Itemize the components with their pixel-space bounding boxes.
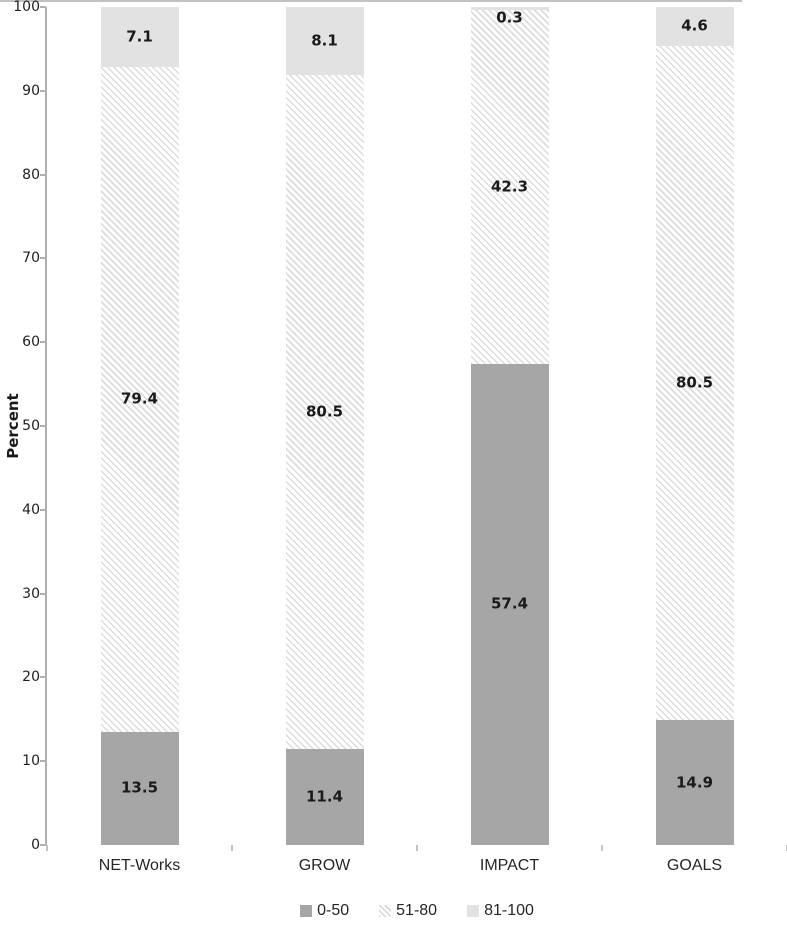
legend-swatch-51-80 xyxy=(379,905,392,917)
data-label: 13.5 xyxy=(120,778,159,797)
legend-swatch-81-100 xyxy=(467,905,480,917)
y-tick-mark xyxy=(40,257,46,260)
y-tick-mark xyxy=(40,844,46,846)
data-label: 80.5 xyxy=(675,373,714,392)
y-tick-mark xyxy=(40,592,46,595)
bar-segment-51-80-GOALS xyxy=(655,45,734,721)
x-tick-mark xyxy=(601,845,603,851)
bar-segment-0-50-GOALS xyxy=(655,720,734,845)
y-tick-label: 20 xyxy=(22,669,40,686)
bar-segment-81-100-GROW xyxy=(285,7,364,75)
y-tick-label: 100 xyxy=(13,0,40,15)
y-tick-label: 60 xyxy=(22,334,40,351)
legend-label: 51-80 xyxy=(396,902,438,919)
data-label: 11.4 xyxy=(305,787,344,806)
bar-segment-0-50-GROW xyxy=(285,749,364,845)
y-tick-mark xyxy=(40,508,46,511)
category-label-GROW: GROW xyxy=(298,857,351,874)
data-label: 79.4 xyxy=(120,389,159,408)
data-label: 0.3 xyxy=(496,8,523,27)
bar-segment-81-100-NET-Works xyxy=(100,7,179,67)
x-tick-mark xyxy=(416,845,418,851)
data-label: 4.6 xyxy=(681,16,708,35)
data-label: 14.9 xyxy=(675,773,714,792)
bar-segment-81-100-GOALS xyxy=(655,7,734,46)
category-label-IMPACT: IMPACT xyxy=(479,857,540,874)
bar-segment-81-100-IMPACT xyxy=(470,7,549,10)
legend-swatch-0-50 xyxy=(300,905,313,917)
y-tick-mark xyxy=(40,89,46,92)
legend: 0-50 51-80 81-100 xyxy=(47,903,787,919)
y-tick-label: 40 xyxy=(22,501,40,518)
y-tick-mark xyxy=(40,6,46,8)
bar-segment-51-80-IMPACT xyxy=(470,9,549,364)
y-tick-label: 80 xyxy=(22,166,40,183)
data-label: 7.1 xyxy=(126,27,153,46)
x-axis-line xyxy=(0,0,742,2)
bar-segment-51-80-NET-Works xyxy=(100,66,179,732)
y-axis-line xyxy=(45,7,47,845)
y-tick-label: 90 xyxy=(22,82,40,99)
data-label: 42.3 xyxy=(490,177,529,196)
y-tick-mark xyxy=(40,173,46,176)
x-tick-mark xyxy=(46,845,48,851)
legend-label: 0-50 xyxy=(317,902,350,919)
data-label: 8.1 xyxy=(311,31,338,50)
data-label: 80.5 xyxy=(305,402,344,421)
x-tick-mark xyxy=(231,845,233,851)
legend-item-81-100: 81-100 xyxy=(467,903,534,919)
category-label-NET-Works: NET-Works xyxy=(98,857,181,874)
bar-segment-0-50-NET-Works xyxy=(100,731,179,845)
y-tick-label: 70 xyxy=(22,250,40,267)
bar-segment-51-80-GROW xyxy=(285,74,364,750)
legend-item-51-80: 51-80 xyxy=(379,903,437,919)
y-tick-mark xyxy=(40,676,46,679)
data-label: 57.4 xyxy=(490,594,529,613)
y-tick-mark xyxy=(40,341,46,344)
y-tick-label: 50 xyxy=(22,418,40,434)
bar-segment-0-50-IMPACT xyxy=(470,364,549,845)
legend-item-0-50: 0-50 xyxy=(300,903,349,919)
legend-label: 81-100 xyxy=(484,902,534,919)
y-tick-label: 0 xyxy=(31,837,40,853)
category-label-GOALS: GOALS xyxy=(666,857,723,874)
y-tick-mark xyxy=(40,760,46,763)
y-tick-mark xyxy=(40,425,46,427)
plot-area: 13.5 79.4 7.1 11.4 80.5 8.1 57.4 42.3 0.3 14.9 80.… xyxy=(47,7,787,845)
y-tick-label: 10 xyxy=(22,753,40,770)
y-tick-label: 30 xyxy=(22,585,40,602)
